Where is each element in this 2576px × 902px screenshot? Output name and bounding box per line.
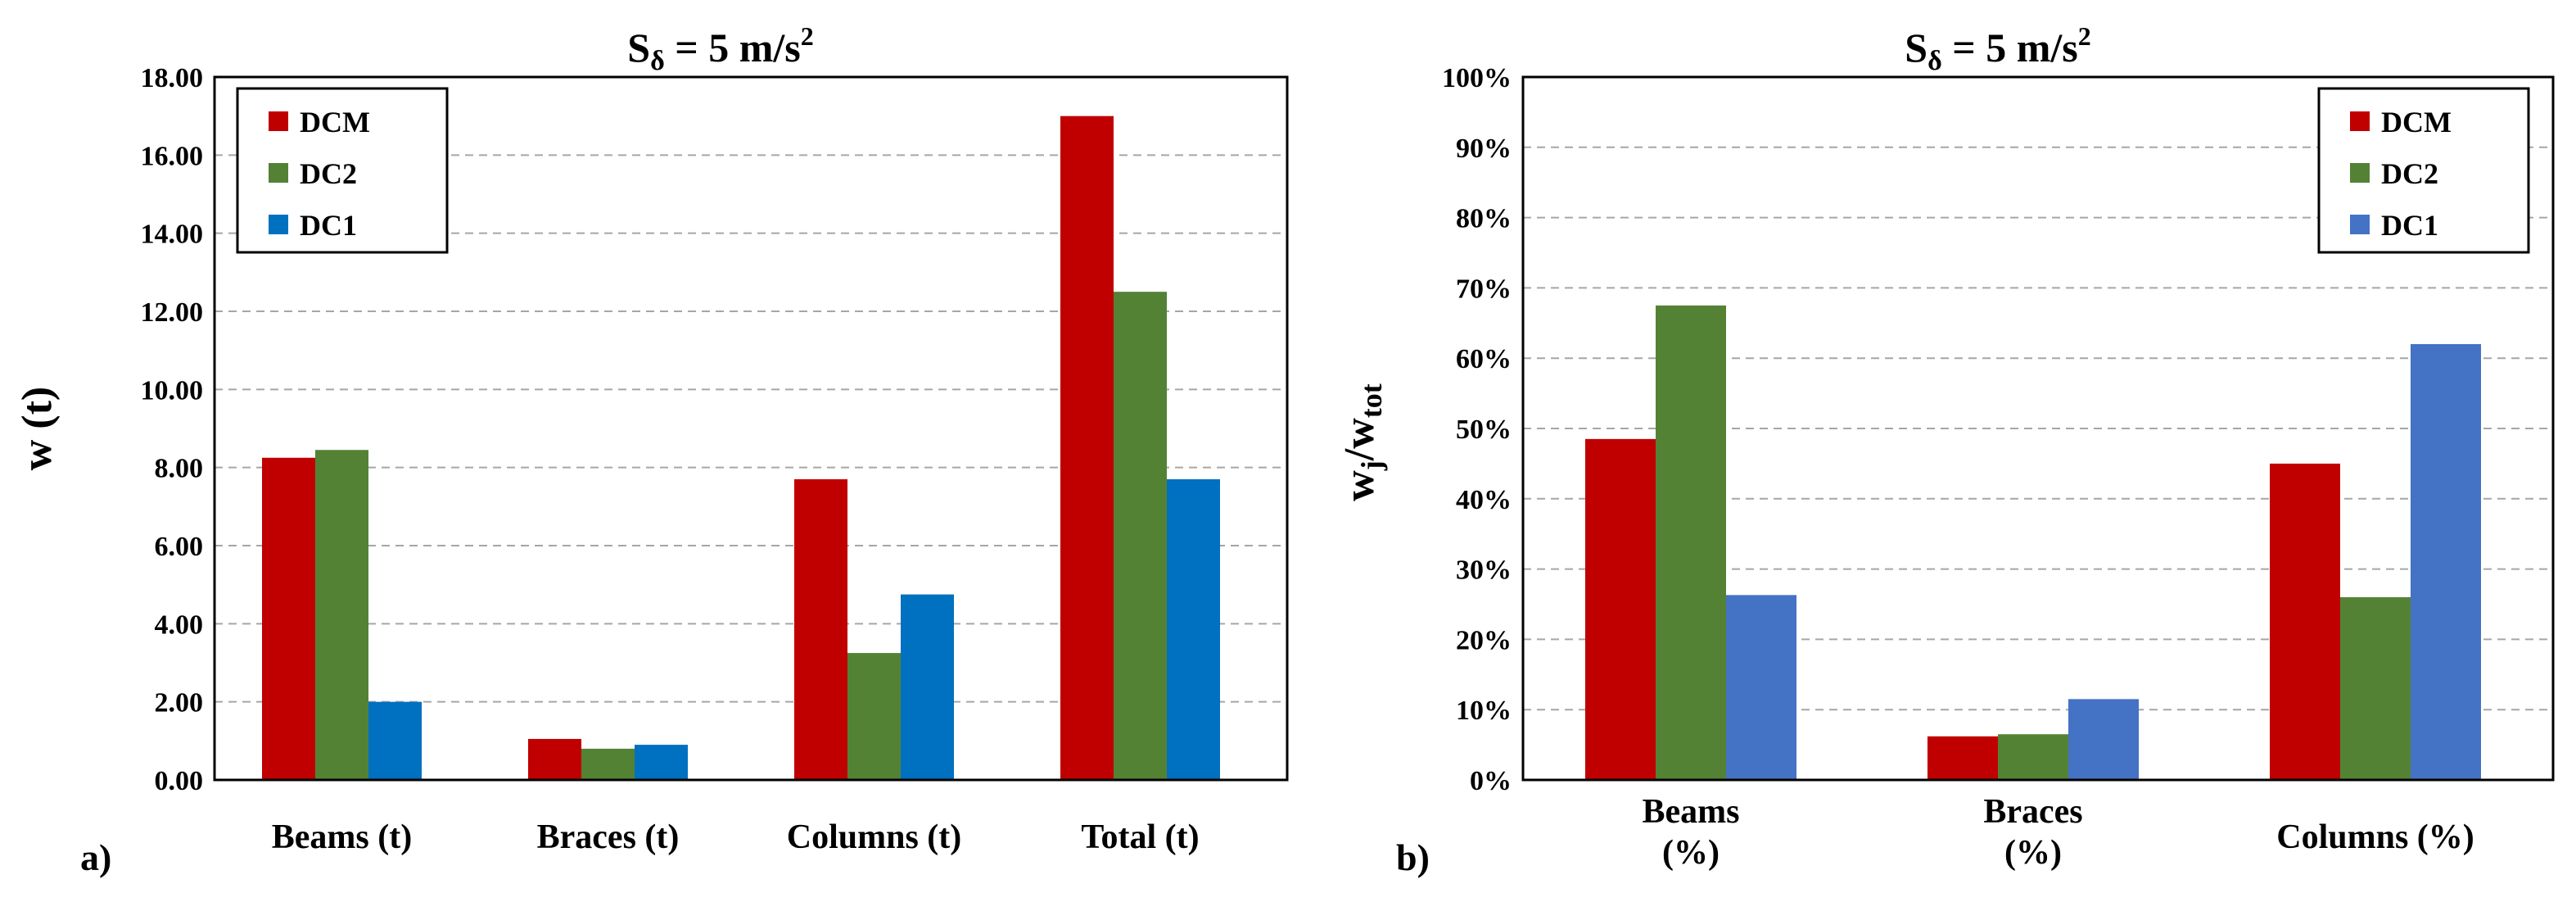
x-tick-label: Total (t) bbox=[1081, 818, 1199, 856]
legend-label-dc1: DC1 bbox=[300, 209, 357, 242]
x-tick-label: Columns (t) bbox=[787, 818, 962, 856]
bar-dc2-2 bbox=[2340, 596, 2411, 780]
y-tick-label: 50% bbox=[1456, 415, 1512, 445]
x-tick-label: Beams bbox=[1643, 793, 1740, 831]
y-tick-label: 40% bbox=[1456, 485, 1512, 515]
y-tick-label: 18.00 bbox=[141, 63, 204, 93]
bar-dc2-3 bbox=[1114, 292, 1167, 781]
bar-dc2-0 bbox=[1656, 305, 1726, 781]
legend-label-dc2: DC2 bbox=[300, 157, 357, 190]
x-tick-label: Braces bbox=[1983, 793, 2082, 831]
legend-label-dcm: DCM bbox=[2381, 106, 2452, 138]
plot-frame bbox=[1521, 75, 2555, 782]
y-axis-label: w (t) bbox=[14, 387, 61, 471]
y-tick-label: 90% bbox=[1456, 134, 1512, 164]
y-tick-label: 16.00 bbox=[141, 141, 204, 171]
x-tick-label: Braces (t) bbox=[537, 818, 680, 856]
bar-dcm-1 bbox=[528, 738, 581, 780]
legend-label-dc2: DC2 bbox=[2381, 157, 2438, 190]
bar-dc2-1 bbox=[581, 748, 635, 780]
legend: DCM DC2 DC1 bbox=[2317, 87, 2530, 254]
y-tick-label: 0.00 bbox=[155, 766, 204, 796]
legend-swatch-dcm bbox=[2350, 111, 2370, 131]
bar-dc1-1 bbox=[2068, 699, 2139, 780]
bar-dc1-2 bbox=[2411, 344, 2481, 780]
bar-dcm-2 bbox=[794, 478, 847, 780]
bar-dc1-0 bbox=[1726, 595, 1796, 780]
bar-dc1-2 bbox=[901, 594, 954, 780]
x-tick-label: Columns (%) bbox=[2276, 818, 2474, 856]
plot-frame bbox=[213, 75, 1289, 782]
legend-swatch-dc1 bbox=[269, 215, 288, 234]
legend-swatch-dc2 bbox=[2350, 163, 2370, 183]
chart-title: Sδ = 5 m/s2 bbox=[627, 21, 813, 76]
legend-label-dcm: DCM bbox=[300, 106, 370, 138]
y-tick-label: 0% bbox=[1470, 766, 1512, 796]
y-tick-label: 80% bbox=[1456, 204, 1512, 234]
bar-dc1-0 bbox=[368, 701, 422, 780]
y-tick-label: 20% bbox=[1456, 625, 1512, 655]
y-tick-label: 70% bbox=[1456, 274, 1512, 304]
legend-label-dc1: DC1 bbox=[2381, 209, 2438, 242]
chart-title: Sδ = 5 m/s2 bbox=[1905, 21, 2090, 76]
bar-dc2-2 bbox=[847, 653, 901, 780]
y-tick-label: 10.00 bbox=[141, 375, 204, 406]
y-tick-label: 8.00 bbox=[155, 454, 204, 484]
bar-dc1-3 bbox=[1167, 478, 1220, 780]
x-tick-label: (%) bbox=[2004, 834, 2062, 872]
y-tick-label: 12.00 bbox=[141, 297, 204, 328]
chart-panel-b: 0%10%20%30%40%50%60%70%80%90%100%Beams(%… bbox=[1336, 21, 2555, 878]
y-tick-label: 60% bbox=[1456, 344, 1512, 374]
bar-dcm-0 bbox=[1585, 438, 1656, 780]
y-tick-label: 10% bbox=[1456, 696, 1512, 726]
bar-dcm-3 bbox=[1060, 116, 1114, 780]
chart-panel-a: 0.00 2.00 4.00 6.00 8.00 10.00 12.00 14.00 16.00… bbox=[14, 21, 1289, 878]
y-tick-label: 2.00 bbox=[155, 688, 204, 718]
legend-swatch-dcm bbox=[269, 111, 288, 131]
bar-dc2-1 bbox=[1998, 734, 2068, 780]
y-tick-label: 4.00 bbox=[155, 610, 204, 640]
y-tick-label: 14.00 bbox=[141, 220, 204, 250]
legend: DCM DC2 DC1 bbox=[236, 87, 449, 254]
panel-label: a) bbox=[80, 836, 111, 878]
y-tick-label: 6.00 bbox=[155, 532, 204, 562]
bar-dcm-1 bbox=[1927, 736, 1998, 780]
legend-swatch-dc2 bbox=[269, 163, 288, 183]
y-axis-label: wj/wtot bbox=[1336, 383, 1388, 501]
x-tick-label: Beams (t) bbox=[272, 818, 412, 856]
y-tick-label: 30% bbox=[1456, 555, 1512, 586]
bar-dcm-0 bbox=[262, 457, 315, 780]
bar-dc1-1 bbox=[635, 745, 688, 780]
x-tick-label: (%) bbox=[1662, 834, 1720, 872]
legend-swatch-dc1 bbox=[2350, 215, 2370, 234]
bar-dcm-2 bbox=[2270, 463, 2340, 780]
bar-dc2-0 bbox=[315, 450, 368, 780]
panel-label: b) bbox=[1396, 836, 1430, 878]
y-tick-label: 100% bbox=[1442, 63, 1512, 93]
